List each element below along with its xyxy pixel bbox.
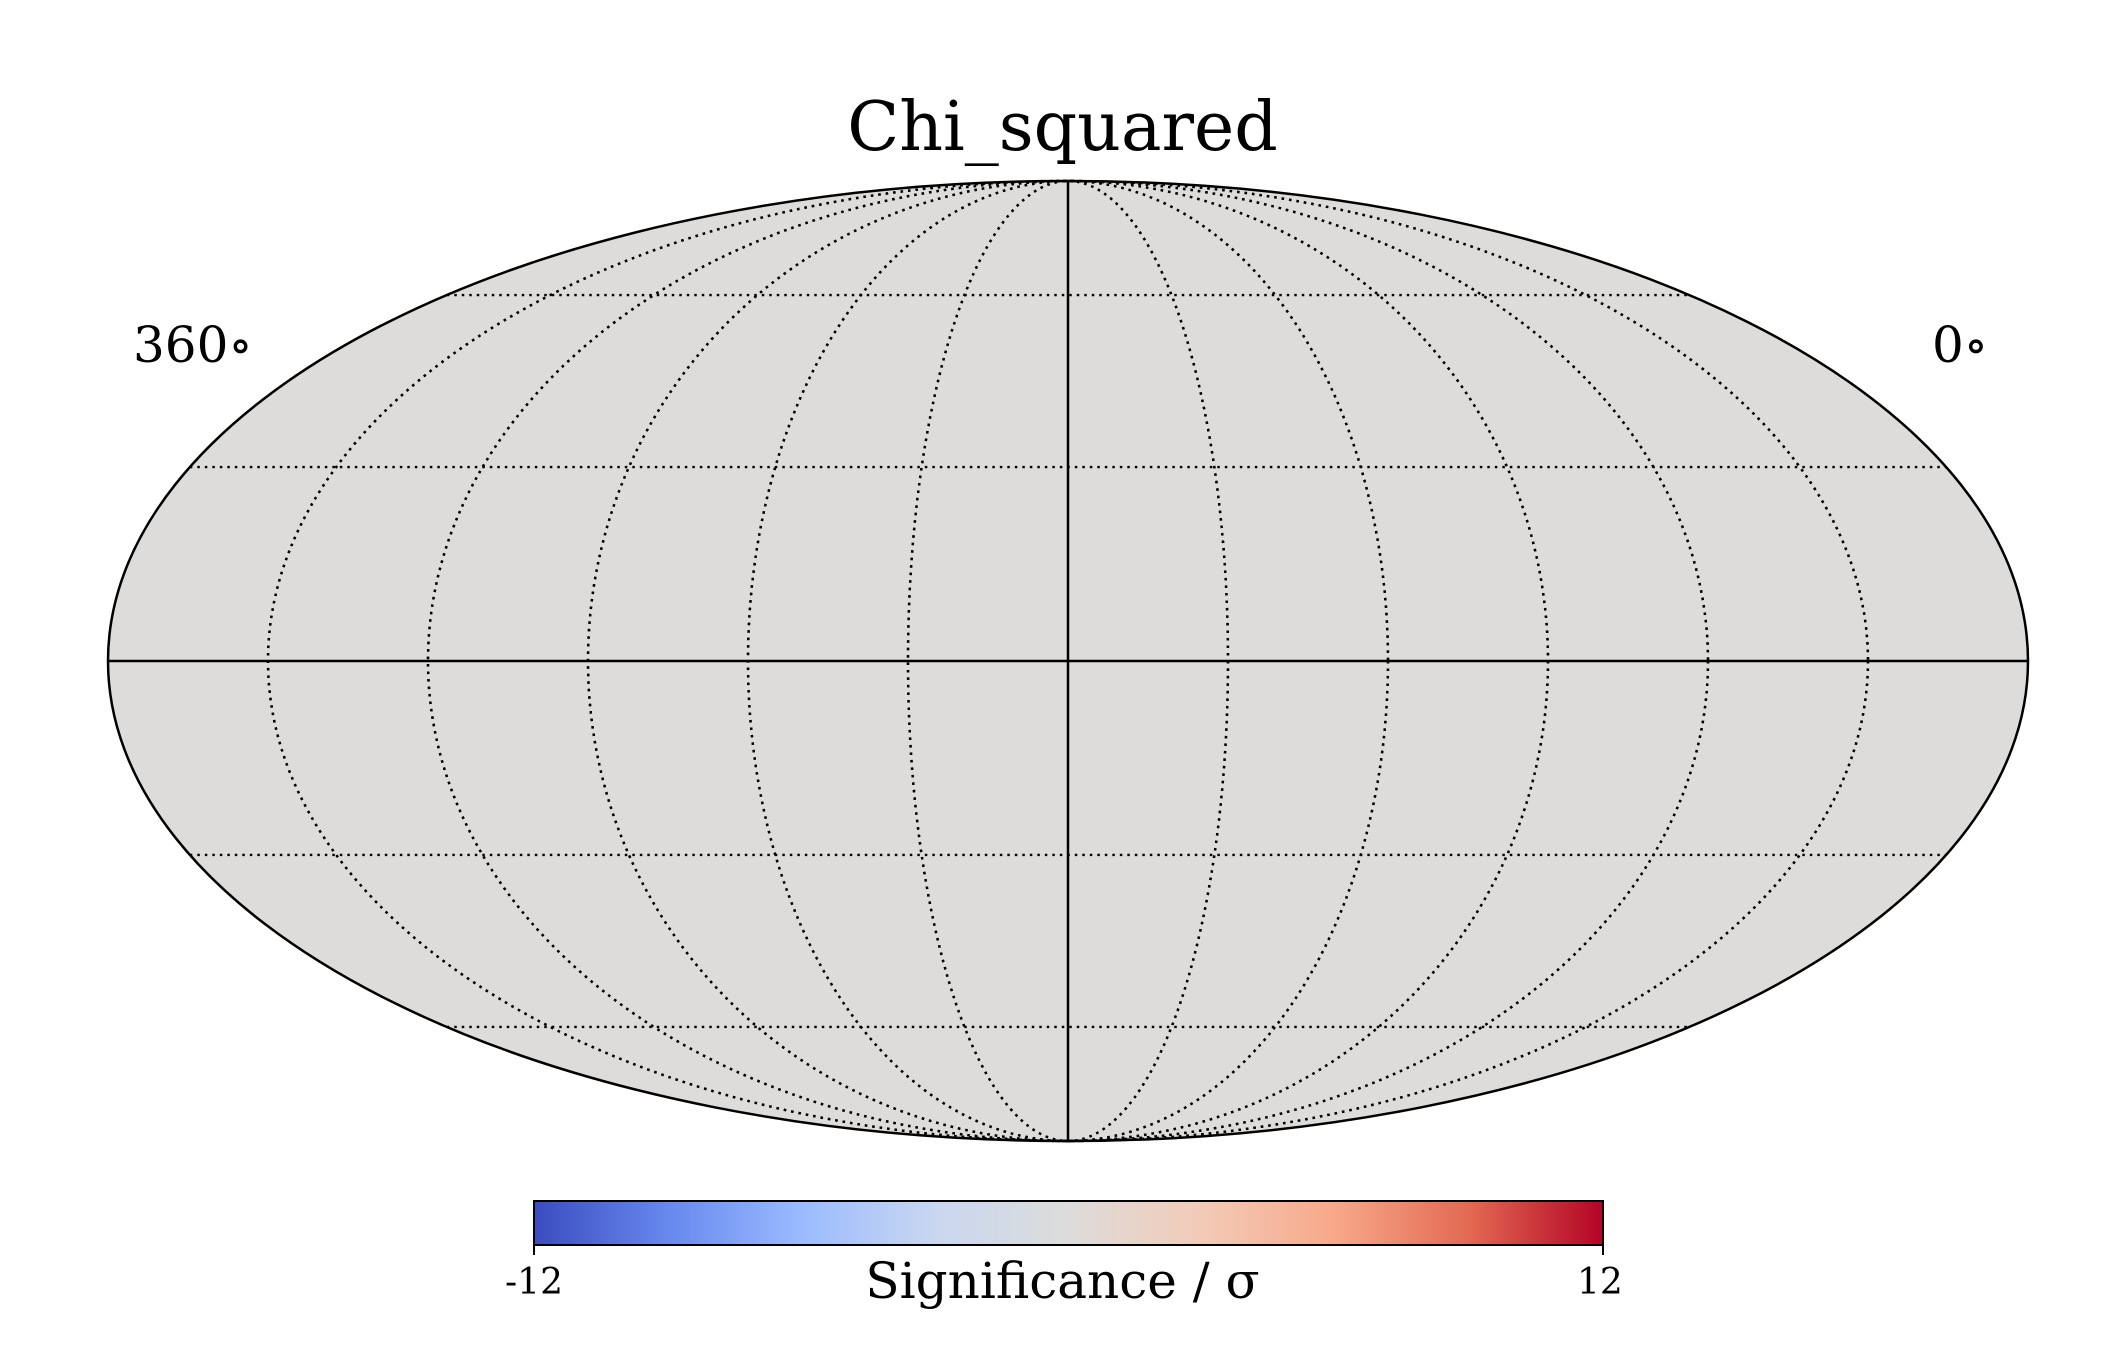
longitude-label-left: 360∘ <box>133 316 253 374</box>
map-outline <box>106 179 2030 1143</box>
colorbar <box>533 1200 1604 1246</box>
colorbar-label: Significance / σ <box>865 1252 1260 1310</box>
colorbar-max-label: 12 <box>1577 1262 1623 1303</box>
colorbar-min-label: -12 <box>505 1262 563 1303</box>
longitude-label-right: 0∘ <box>1932 316 1989 374</box>
chart-title: Chi_squared <box>847 88 1278 167</box>
